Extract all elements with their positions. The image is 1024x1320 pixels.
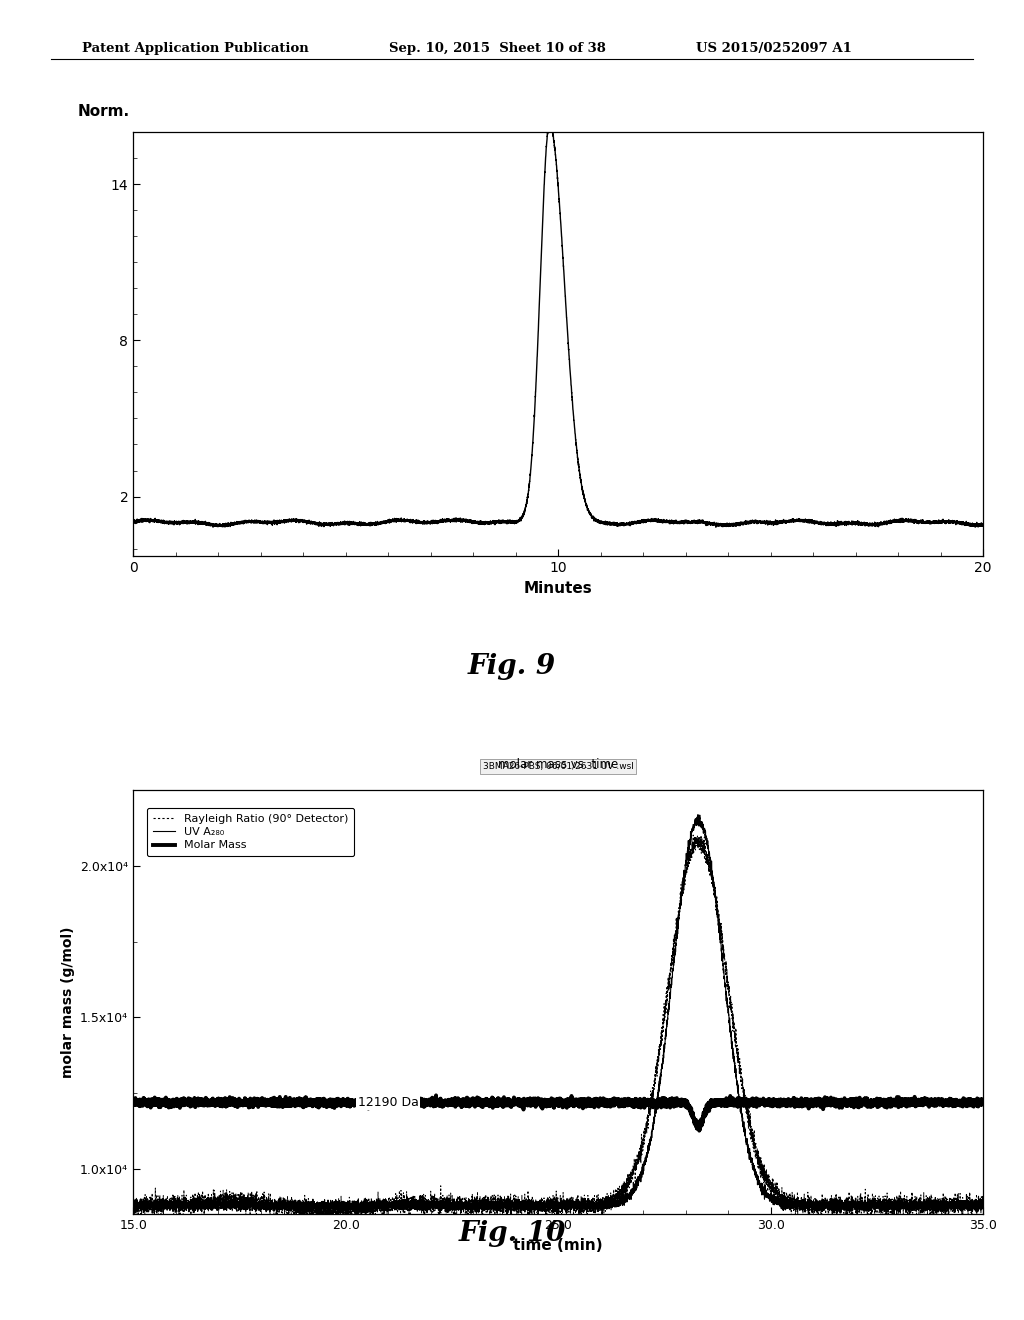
Text: 3BMA26-PBS, 06/01/2631 UV .wsl: 3BMA26-PBS, 06/01/2631 UV .wsl: [482, 762, 634, 771]
Title: molar mass vs. time: molar mass vs. time: [498, 758, 618, 771]
UV A₂₈₀: [977, 1196, 989, 1212]
UV A₂₈₀: [435, 1199, 447, 1214]
Molar Mass: [693, 1123, 706, 1139]
UV A₂₈₀: [170, 1196, 182, 1212]
Text: Fig. 10: Fig. 10: [459, 1221, 565, 1247]
UV A₂₈₀: [667, 962, 679, 978]
Rayleigh Ratio (90° Detector): [758, 1164, 770, 1180]
Molar Mass: [977, 1094, 989, 1110]
Rayleigh Ratio (90° Detector): [803, 1204, 815, 1220]
Molar Mass: [170, 1093, 182, 1109]
Molar Mass: [803, 1093, 815, 1109]
Molar Mass: [758, 1093, 770, 1109]
Molar Mass: [435, 1094, 447, 1110]
Molar Mass: [667, 1094, 679, 1110]
Rayleigh Ratio (90° Detector): [977, 1188, 989, 1204]
X-axis label: time (min): time (min): [513, 1238, 603, 1253]
UV A₂₈₀: [692, 807, 705, 822]
Text: Fig. 9: Fig. 9: [468, 653, 556, 680]
Text: US 2015/0252097 A1: US 2015/0252097 A1: [696, 42, 852, 55]
Legend: Rayleigh Ratio (90° Detector), UV A₂₈₀, Molar Mass: Rayleigh Ratio (90° Detector), UV A₂₈₀, …: [147, 808, 353, 855]
UV A₂₈₀: [127, 1197, 139, 1213]
UV A₂₈₀: [315, 1206, 328, 1222]
Rayleigh Ratio (90° Detector): [667, 948, 679, 964]
Rayleigh Ratio (90° Detector): [687, 828, 699, 843]
Rayleigh Ratio (90° Detector): [630, 1155, 642, 1171]
Text: Sep. 10, 2015  Sheet 10 of 38: Sep. 10, 2015 Sheet 10 of 38: [389, 42, 606, 55]
Rayleigh Ratio (90° Detector): [337, 1216, 349, 1232]
Text: Patent Application Publication: Patent Application Publication: [82, 42, 308, 55]
X-axis label: Minutes: Minutes: [523, 581, 593, 595]
Line: Rayleigh Ratio (90° Detector): Rayleigh Ratio (90° Detector): [133, 836, 983, 1224]
Molar Mass: [430, 1088, 442, 1104]
Rayleigh Ratio (90° Detector): [435, 1188, 447, 1204]
Line: Molar Mass: Molar Mass: [133, 1096, 983, 1131]
UV A₂₈₀: [630, 1179, 642, 1195]
UV A₂₈₀: [758, 1184, 770, 1200]
Rayleigh Ratio (90° Detector): [170, 1197, 182, 1213]
Line: UV A₂₈₀: UV A₂₈₀: [133, 814, 983, 1214]
Text: 12190 Da: 12190 Da: [357, 1096, 419, 1109]
Text: Norm.: Norm.: [78, 104, 130, 119]
Y-axis label: molar mass (g/mol): molar mass (g/mol): [60, 927, 75, 1078]
Molar Mass: [630, 1093, 642, 1109]
Molar Mass: [127, 1093, 139, 1109]
Rayleigh Ratio (90° Detector): [127, 1196, 139, 1212]
UV A₂₈₀: [803, 1200, 815, 1216]
